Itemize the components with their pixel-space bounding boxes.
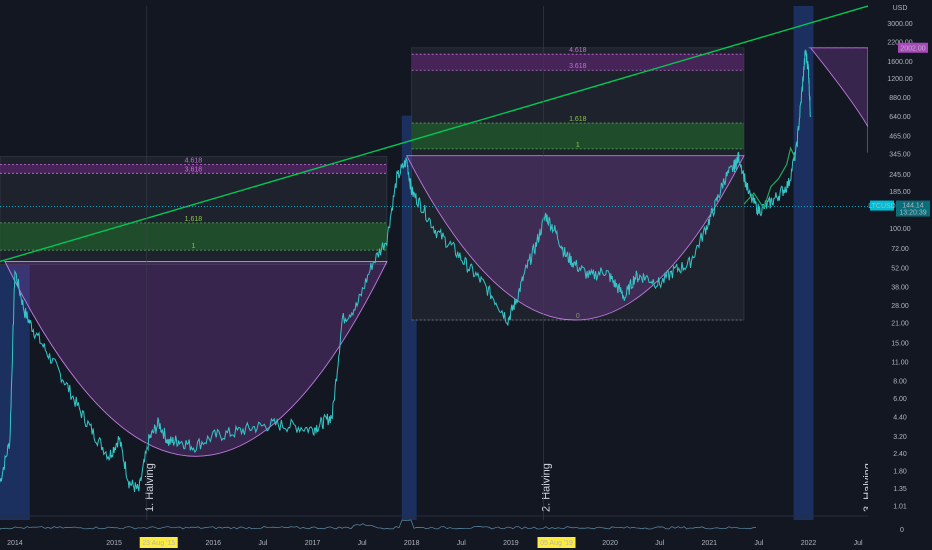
x-axis-background [0,535,932,550]
x-tick-label: 2018 [404,540,420,547]
y-tick-label: 3.20 [893,434,907,441]
halving-label: 1. Halving [144,463,156,512]
x-tick-label: Jul [655,540,664,547]
x-highlight-tag [537,537,576,548]
y-tick-label: 52.00 [891,266,909,273]
y-tick-label: 3000.00 [887,21,912,28]
fib-band-purple [411,54,744,71]
y-axis-background [868,0,932,550]
fib-level-label: 1.618 [569,116,587,123]
y-axis[interactable]: 3000.002200.001600.001200.00880.00640.00… [868,0,932,550]
fib-boxes: 4.618 3.618 1.618 1 4.618 3.618 1.618 1 0 [0,47,745,321]
x-highlight-label: 23 Aug '15 [142,540,175,547]
y-tick-label: 38.00 [891,285,909,292]
x-tick-label: Jul [457,540,466,547]
y-tick-label: 8.00 [893,379,907,386]
currency-label: USD [893,5,908,12]
y-tick-label: 6.00 [893,396,907,403]
halving-label: 2. Halving [541,463,553,512]
y-tick-label: 1600.00 [887,59,912,66]
y-tick-label: 185.00 [889,189,911,196]
y-tick-label: 880.00 [889,95,911,102]
y-tick-label: 2.40 [893,451,907,458]
last-price-tag [896,200,930,217]
fib-level-label: 0 [576,313,580,320]
cup-1 [4,261,388,457]
fib-level-label: 1.618 [185,216,203,223]
trend-line [0,2,879,263]
y-tick-label: 28.00 [891,303,909,310]
y-tick-label: 72.00 [891,246,909,253]
cup-2 [405,155,745,321]
x-tick-label: 2017 [305,540,321,547]
x-tick-label: 2015 [106,540,122,547]
price-line [0,48,811,493]
fib-level-label: 3.618 [569,63,587,70]
x-tick-label: 2022 [801,540,817,547]
fib-band-green [411,123,744,149]
x-tick-label: 2016 [205,540,221,547]
fib-band-purple [0,164,387,174]
cup-shapes [4,47,877,457]
x-tick-label: 2020 [602,540,618,547]
x-highlight-tag [139,537,178,548]
x-highlight-label: 05 Aug '19 [540,540,573,547]
y-tick-label: 245.00 [889,172,911,179]
x-tick-label: Jul [854,540,863,547]
fib-box-2 [411,47,745,321]
volume-series [0,519,757,530]
fib-band-green [0,222,387,251]
fib-level-label: 4.618 [569,47,587,54]
y-tick-label: 640.00 [889,114,911,121]
x-tick-label: 2021 [701,540,717,547]
x-tick-label: Jul [754,540,763,547]
y-tick-label: 21.00 [891,320,909,327]
symbol-tag [870,200,894,211]
target-price-tag [898,42,928,53]
x-axis[interactable]: 2014 2015 2016 Jul 2017 Jul 2018 Jul 2019 2020 Jul… [0,535,932,550]
price-line-recent [743,146,796,210]
last-price-label: 144.14 [902,203,924,210]
x-tick-label: Jul [258,540,267,547]
x-tick-label: 2014 [7,540,23,547]
fib-level-label: 3.618 [185,166,203,173]
y-tick-label: 1200.00 [887,76,912,83]
fib-level-label: 1 [576,142,580,149]
x-tick-label: Jul [358,540,367,547]
volume-zero-label: 0 [900,527,904,534]
x-tick-label: 2019 [503,540,519,547]
y-tick-label: 4.40 [893,415,907,422]
y-tick-label: 1.80 [893,469,907,476]
y-tick-label: 1.01 [893,503,907,510]
price-series [0,48,811,493]
trend-line [0,2,879,263]
y-tick-label: 15.00 [891,341,909,348]
y-tick-label: 345.00 [889,151,911,158]
volume-pane [0,515,868,530]
target-price-label: 2002.00 [900,45,925,52]
y-tick-label: 465.00 [889,133,911,140]
y-tick-label: 11.00 [892,359,909,366]
symbol-label: LTCUSD [868,203,895,210]
fib-level-label: 1 [191,243,195,250]
highlight-band [793,6,814,520]
y-tick-label: 100.00 [889,226,911,233]
highlight-bands [0,6,814,520]
y-tick-label: 1.35 [893,486,907,493]
fib-level-label: 4.618 [185,157,203,164]
last-price-time: 13:20:39 [899,210,926,217]
